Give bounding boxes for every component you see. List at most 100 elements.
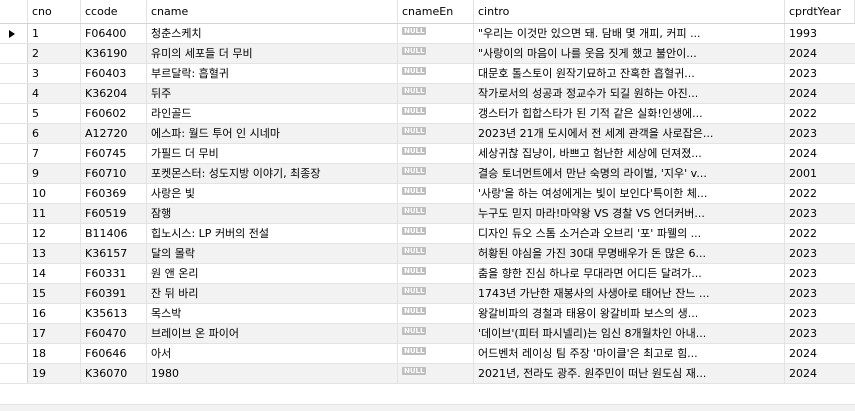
cell-cname[interactable]: 브레이브 온 파이어 — [147, 324, 398, 343]
cell-cnameEn[interactable]: NULL — [398, 324, 474, 343]
row-indicator[interactable] — [0, 24, 28, 43]
column-header-cprdtYear[interactable]: cprdtYear — [785, 0, 855, 23]
cell-cno[interactable]: 7 — [28, 144, 81, 163]
row-indicator[interactable] — [0, 124, 28, 143]
cell-cname[interactable]: 1980 — [147, 364, 398, 383]
cell-cprdtYear[interactable]: 2023 — [789, 67, 817, 80]
cell-cnameEn[interactable]: NULL — [398, 364, 474, 383]
cell-cintro[interactable]: 누구도 믿지 마라!마약왕 VS 경찰 VS 언더커버... — [474, 204, 785, 223]
cell-ccode[interactable]: F60470 — [81, 324, 147, 343]
table-row[interactable]: 17 F60470 브레이브 온 파이어 NULL '데이브'(피터 파시넬리)는 임신… — [0, 324, 855, 344]
table-row[interactable]: 12 B11406 힙노시스: LP 커버의 전설 NULL 디자인 듀오 스톰 소거슨… — [0, 224, 855, 244]
table-row[interactable]: 7 F60745 가필드 더 무비 NULL 세상귀찮 집냥이, 바쁘고 험난한 세상에… — [0, 144, 855, 164]
cell-cno[interactable]: 3 — [28, 64, 81, 83]
cell-cname[interactable]: 뒤주 — [147, 84, 398, 103]
column-header-ccode[interactable]: ccode — [81, 0, 147, 23]
cell-cintro[interactable]: 어드벤처 레이싱 팀 주장 '마이클'은 최고로 힘... — [474, 344, 785, 363]
cell-cprdtYear[interactable]: 2022 — [789, 227, 817, 240]
cell-ccode[interactable]: B11406 — [81, 224, 147, 243]
cell-cname[interactable]: 아서 — [147, 344, 398, 363]
cell-cname[interactable]: 달의 몰락 — [147, 244, 398, 263]
row-indicator[interactable] — [0, 144, 28, 163]
cell-ccode[interactable]: F60331 — [81, 264, 147, 283]
row-indicator[interactable] — [0, 364, 28, 383]
column-header-cnameEn[interactable]: cnameEn — [398, 0, 474, 23]
cell-cprdtYear[interactable]: 2024 — [789, 347, 817, 360]
cell-cname[interactable]: 에스파: 월드 투어 인 시네마 — [147, 124, 398, 143]
cell-cnameEn[interactable]: NULL — [398, 44, 474, 63]
cell-ccode[interactable]: K36157 — [81, 244, 147, 263]
table-row[interactable]: 2 K36190 유미의 세포들 더 무비 NULL "사랑이의 마음이 나를 웃음 짓… — [0, 44, 855, 64]
cell-cprdtYear[interactable]: 2001 — [789, 167, 817, 180]
cell-cprdtYear[interactable]: 2023 — [789, 127, 817, 140]
cell-cintro[interactable]: 작가로서의 성공과 정교수가 되길 원하는 아진... — [474, 84, 785, 103]
cell-cname[interactable]: 사랑은 빛 — [147, 184, 398, 203]
cell-cnameEn[interactable]: NULL — [398, 84, 474, 103]
cell-cno[interactable]: 10 — [28, 184, 81, 203]
cell-ccode[interactable]: K36190 — [81, 44, 147, 63]
cell-cintro[interactable]: 디자인 듀오 스톰 소거슨과 오브리 '포' 파웰의 ... — [474, 224, 785, 243]
table-row[interactable]: 10 F60369 사랑은 빛 NULL '사랑'을 하는 여성에게는 빛이 보인다'특… — [0, 184, 855, 204]
cell-cno[interactable]: 2 — [28, 44, 81, 63]
table-row[interactable]: 18 F60646 아서 NULL 어드벤처 레이싱 팀 주장 '마이클'은 최고로 힘… — [0, 344, 855, 364]
row-indicator[interactable] — [0, 84, 28, 103]
cell-cno[interactable]: 5 — [28, 104, 81, 123]
cell-cnameEn[interactable]: NULL — [398, 344, 474, 363]
cell-cintro[interactable]: 춤을 향한 진심 하나로 무대라면 어디든 달려가... — [474, 264, 785, 283]
cell-cnameEn[interactable]: NULL — [398, 264, 474, 283]
cell-cprdtYear[interactable]: 2023 — [789, 287, 817, 300]
cell-cnameEn[interactable]: NULL — [398, 124, 474, 143]
table-row[interactable]: 9 F60710 포켓몬스터: 성도지방 이야기, 최종장 NULL 결승 토너먼트에서… — [0, 164, 855, 184]
cell-ccode[interactable]: F60403 — [81, 64, 147, 83]
cell-cname[interactable]: 잠행 — [147, 204, 398, 223]
cell-cprdtYear[interactable]: 2023 — [789, 247, 817, 260]
cell-cname[interactable]: 포켓몬스터: 성도지방 이야기, 최종장 — [147, 164, 398, 183]
cell-cnameEn[interactable]: NULL — [398, 204, 474, 223]
cell-cintro[interactable]: 2021년, 전라도 광주. 원주민이 떠난 원도심 재... — [474, 364, 785, 383]
cell-ccode[interactable]: F60391 — [81, 284, 147, 303]
row-indicator[interactable] — [0, 104, 28, 123]
cell-cno[interactable]: 18 — [28, 344, 81, 363]
row-indicator[interactable] — [0, 284, 28, 303]
table-row[interactable]: 1 F06400 청춘스케치 NULL "우리는 이것만 있으면 돼. 담배 몇 개피,… — [0, 24, 855, 44]
column-header-cintro[interactable]: cintro — [474, 0, 785, 23]
cell-cname[interactable]: 힙노시스: LP 커버의 전설 — [147, 224, 398, 243]
cell-cnameEn[interactable]: NULL — [398, 104, 474, 123]
row-indicator[interactable] — [0, 184, 28, 203]
cell-cintro[interactable]: "사랑이의 마음이 나를 웃음 짓게 했고 불안이... — [474, 44, 785, 63]
row-indicator[interactable] — [0, 224, 28, 243]
cell-cname[interactable]: 유미의 세포들 더 무비 — [147, 44, 398, 63]
cell-cnameEn[interactable]: NULL — [398, 64, 474, 83]
cell-ccode[interactable]: F60602 — [81, 104, 147, 123]
row-indicator[interactable] — [0, 44, 28, 63]
row-indicator[interactable] — [0, 244, 28, 263]
table-row[interactable]: 3 F60403 부르달락: 흡혈귀 NULL 대문호 톨스토이 원작기묘하고 잔혹한 … — [0, 64, 855, 84]
table-row[interactable]: 16 K35613 목스박 NULL 왕갈비파의 경철과 태용이 왕갈비파 보스의 생.… — [0, 304, 855, 324]
column-header-cname[interactable]: cname — [147, 0, 398, 23]
row-indicator[interactable] — [0, 324, 28, 343]
row-indicator[interactable] — [0, 344, 28, 363]
cell-ccode[interactable]: K36204 — [81, 84, 147, 103]
cell-cprdtYear[interactable]: 2023 — [789, 327, 817, 340]
cell-cintro[interactable]: 왕갈비파의 경철과 태용이 왕갈비파 보스의 생... — [474, 304, 785, 323]
cell-cno[interactable]: 4 — [28, 84, 81, 103]
cell-ccode[interactable]: F60646 — [81, 344, 147, 363]
table-row[interactable]: 4 K36204 뒤주 NULL 작가로서의 성공과 정교수가 되길 원하는 아진...… — [0, 84, 855, 104]
cell-cno[interactable]: 19 — [28, 364, 81, 383]
cell-cintro[interactable]: 세상귀찮 집냥이, 바쁘고 험난한 세상에 던져졌... — [474, 144, 785, 163]
cell-cnameEn[interactable]: NULL — [398, 144, 474, 163]
cell-ccode[interactable]: K35613 — [81, 304, 147, 323]
cell-cintro[interactable]: 1743년 가난한 재봉사의 사생아로 태어난 잔느 ... — [474, 284, 785, 303]
cell-cname[interactable]: 라인골드 — [147, 104, 398, 123]
cell-cnameEn[interactable]: NULL — [398, 304, 474, 323]
table-row[interactable]: 15 F60391 잔 뒤 바리 NULL 1743년 가난한 재봉사의 사생아로 태어… — [0, 284, 855, 304]
cell-cname[interactable]: 청춘스케치 — [147, 24, 398, 43]
row-indicator[interactable] — [0, 64, 28, 83]
cell-cno[interactable]: 14 — [28, 264, 81, 283]
cell-cintro[interactable]: 2023년 21개 도시에서 전 세계 관객을 사로잡은... — [474, 124, 785, 143]
cell-cintro[interactable]: 갱스터가 힙합스타가 된 기적 같은 실화!인생에... — [474, 104, 785, 123]
cell-cprdtYear[interactable]: 2023 — [789, 267, 817, 280]
cell-cintro[interactable]: 결승 토너먼트에서 만난 숙명의 라이벌, '지우' v... — [474, 164, 785, 183]
cell-cno[interactable]: 9 — [28, 164, 81, 183]
